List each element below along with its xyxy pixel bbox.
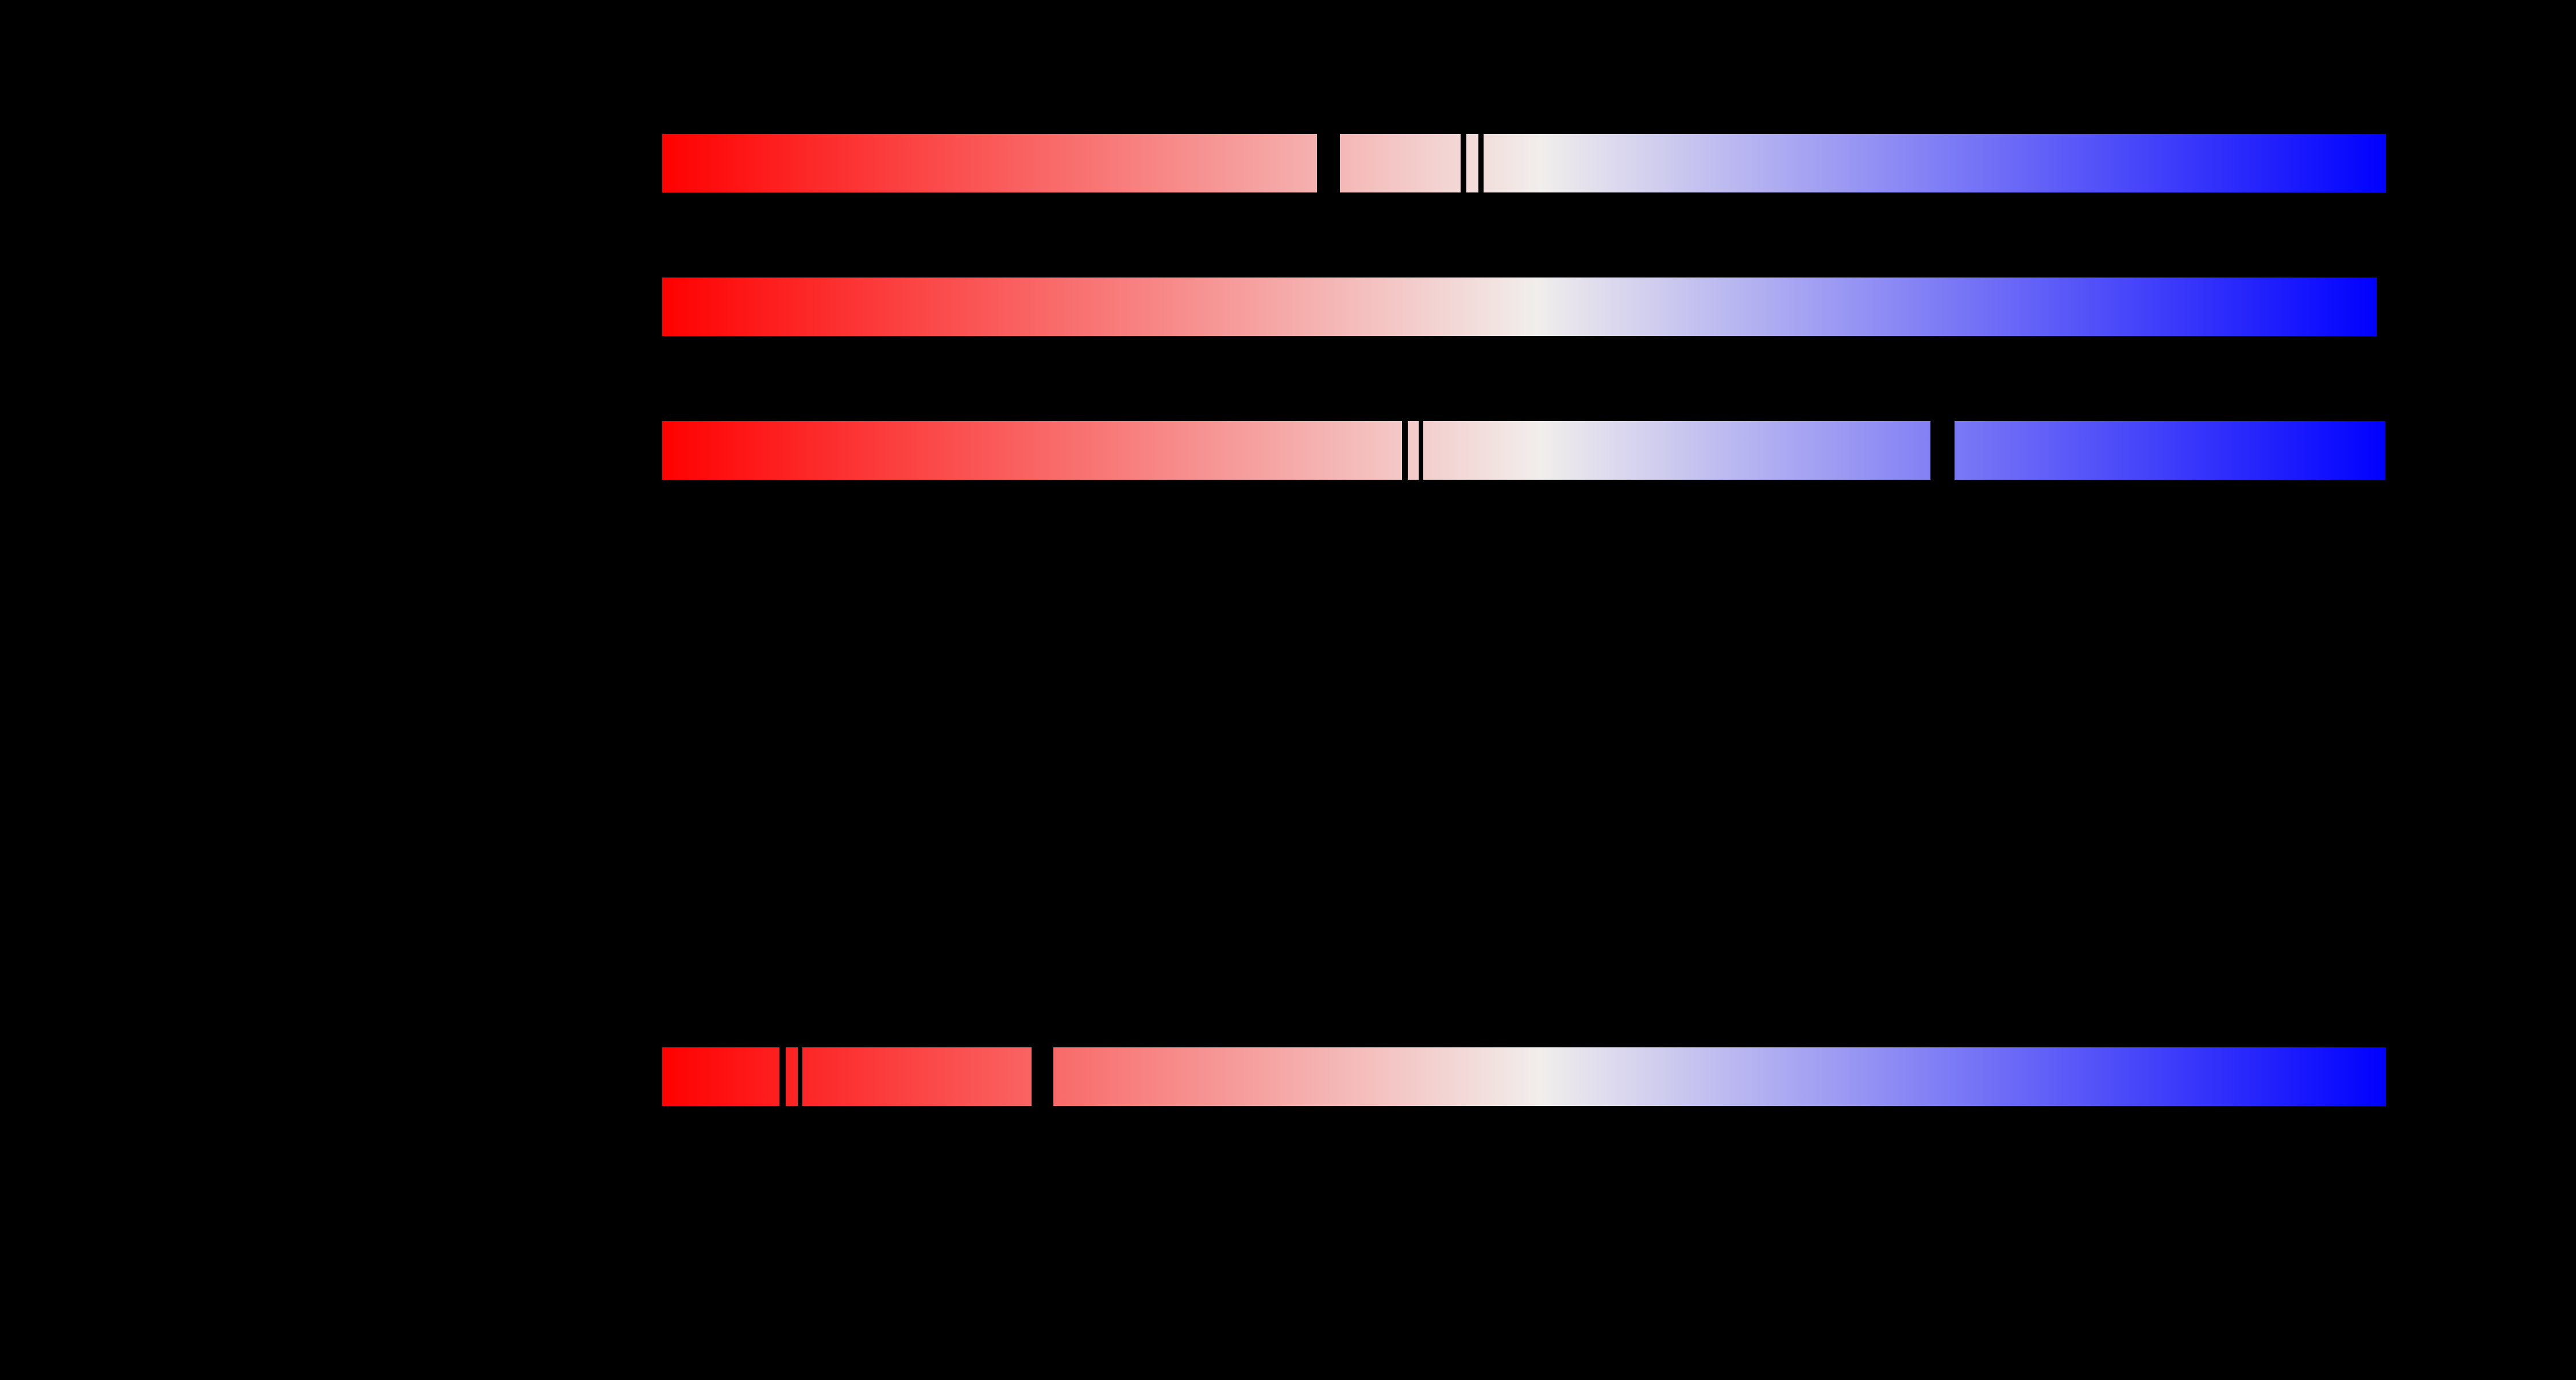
gradient-bar-2 [662, 277, 2377, 336]
marker-line [1478, 134, 1484, 192]
marker-line [1419, 421, 1423, 480]
gradient-bar-3 [662, 421, 2385, 480]
marker-line [798, 1047, 802, 1106]
marker-line [779, 1047, 786, 1106]
marker-line [1032, 1047, 1053, 1106]
marker-line [1402, 421, 1408, 480]
gradient-bar-1 [662, 134, 2386, 192]
marker-line [1930, 421, 1955, 480]
marker-line [1317, 134, 1340, 192]
gradient-bar-4 [662, 1047, 2386, 1106]
marker-line [1461, 134, 1466, 192]
